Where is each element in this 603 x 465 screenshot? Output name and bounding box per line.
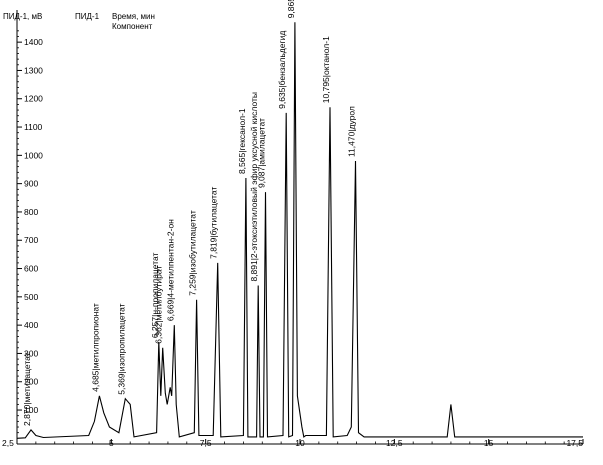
peak-label: 10,795|октанол-1 xyxy=(321,36,331,103)
y-tick-label: 900 xyxy=(24,179,38,189)
peak-label: 9,865|нафталин xyxy=(286,0,296,18)
peak-label: 2,870|метилацетат xyxy=(22,352,32,426)
x-tick-label: 12,5 xyxy=(386,438,403,448)
y-tick-label: 1100 xyxy=(24,122,43,132)
peak-label: 6,362|метилбутират xyxy=(154,266,164,344)
y-tick-label: 600 xyxy=(24,264,38,274)
y-unit-label: ПИД-1, мВ xyxy=(3,12,43,21)
y-tick-label: 500 xyxy=(24,292,38,302)
peak-label: 11,470|дурол xyxy=(347,106,357,157)
y-tick-label: 1200 xyxy=(24,94,43,104)
peak-label: 4,685|метилпропионат xyxy=(90,303,100,392)
y-tick-label: 400 xyxy=(24,320,38,330)
peak-label: 9,635|бензальдегид xyxy=(277,31,287,109)
axes xyxy=(16,10,583,445)
peak-label: 6,257|н-пропилацетат xyxy=(150,252,160,338)
x-tick-label: 7,5 xyxy=(200,438,212,448)
y-tick-label: 800 xyxy=(24,207,38,217)
y-axis-ticks: 100 200 300 400 500 600 700 800 900 1000 1100 1200 1… xyxy=(17,30,43,434)
peak-label: 5,369|изопропилацетат xyxy=(116,303,126,394)
peak-labels: 2,870|метилацетат 4,685|метилпропионат 5,3… xyxy=(22,0,357,426)
peak-label: 8,565|гексанол-1 xyxy=(237,108,247,174)
y-tick-label: 1400 xyxy=(24,37,43,47)
y-tick-label: 100 xyxy=(24,405,38,415)
x-tick-label: 15 xyxy=(484,438,494,448)
x-tick-label: 5 xyxy=(109,438,114,448)
y-tick-label: 1000 xyxy=(24,150,43,160)
peak-label: 6,669|4-метилпентан-2-он xyxy=(165,219,175,321)
time-label: Время, мин xyxy=(112,12,155,21)
y-tick-label: 700 xyxy=(24,235,38,245)
y-tick-label: 1300 xyxy=(24,65,43,75)
x-tick-label: 17,5 xyxy=(566,438,583,448)
peak-label: 8,891|2-этоксиэтиловый эфир уксусной кис… xyxy=(249,92,259,282)
y-tick-label: 200 xyxy=(24,377,38,387)
x-tick-label: 2,5 xyxy=(2,438,14,448)
chromatogram-trace xyxy=(16,22,583,439)
component-label: Компонент xyxy=(112,22,153,31)
peak-label: 9,087|амилацетат xyxy=(257,118,267,188)
peak-label: 7,819|бутилацетат xyxy=(209,187,219,259)
peak-label: 7,259|изобутилацетат xyxy=(188,210,198,296)
channel-label: ПИД-1 xyxy=(75,12,100,21)
y-tick-label: 300 xyxy=(24,348,38,358)
x-tick-label: 10 xyxy=(295,438,305,448)
x-axis-ticks: 2,5 5 7,5 10 12,5 15 17,5 xyxy=(2,438,584,448)
